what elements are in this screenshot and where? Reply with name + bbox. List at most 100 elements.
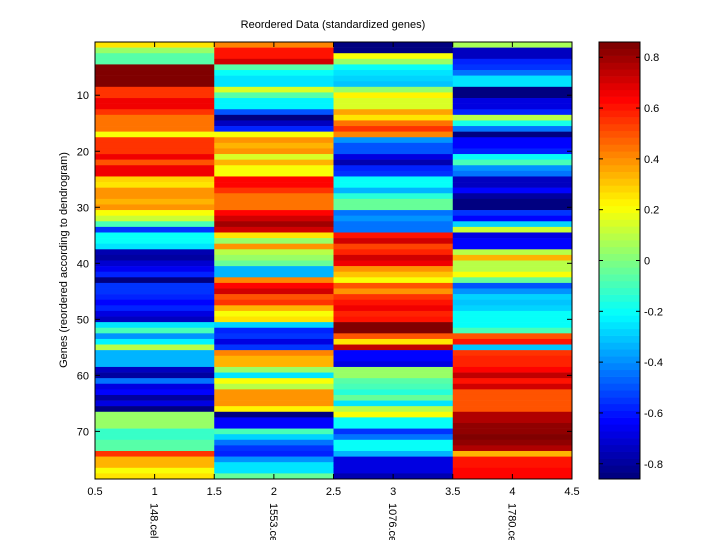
heatmap-cell <box>95 159 215 166</box>
heatmap-cell <box>95 406 215 413</box>
colorbar-swatch <box>599 103 640 111</box>
heatmap-cell <box>95 344 215 351</box>
heatmap-cell <box>452 277 573 284</box>
colorbar-swatch <box>599 431 640 439</box>
heatmap-cell <box>333 58 454 65</box>
heatmap-cell <box>333 467 454 474</box>
x-tick-label: 1 <box>152 486 158 498</box>
column-label: 1553.cel <box>267 503 279 540</box>
heatmap-cell <box>452 338 573 345</box>
heatmap-cell <box>452 86 573 93</box>
heatmap-cell <box>214 350 334 357</box>
heatmap-cell <box>333 400 454 407</box>
heatmap-cell <box>452 462 573 469</box>
heatmap-cell <box>214 327 334 334</box>
colorbar-swatch <box>599 362 640 371</box>
colorbar-swatch <box>599 205 640 214</box>
heatmap-cell <box>452 187 573 194</box>
heatmap-cell <box>452 406 573 413</box>
heatmap-cell <box>452 81 573 88</box>
colorbar-swatch <box>599 417 640 425</box>
colorbar-swatch <box>599 178 640 186</box>
heatmap-cell <box>333 210 454 216</box>
heatmap-cell <box>333 64 454 71</box>
heatmap-cell <box>214 182 334 188</box>
heatmap-cell <box>95 282 215 289</box>
heatmap-cell <box>333 355 454 362</box>
colorbar-swatch <box>599 158 640 166</box>
colorbar-swatch <box>599 117 640 125</box>
heatmap-cell <box>95 47 215 54</box>
heatmap-cell <box>214 210 334 216</box>
colorbar-swatch <box>599 301 640 309</box>
heatmap-cell <box>214 372 334 379</box>
colorbar-swatch <box>599 349 640 357</box>
heatmap-cell <box>452 120 573 127</box>
colorbar-swatch <box>599 137 640 145</box>
heatmap-cell <box>95 215 215 222</box>
colorbar-swatch <box>599 328 640 336</box>
colorbar-swatch <box>599 123 640 132</box>
colorbar-swatch <box>599 390 640 398</box>
heatmap-cell <box>95 58 215 65</box>
heatmap-cell <box>95 126 215 132</box>
heatmap-cell <box>214 187 334 194</box>
heatmap-cell <box>333 204 454 211</box>
heatmap-cell <box>95 176 215 183</box>
heatmap-cell <box>95 422 215 429</box>
heatmap-cell <box>452 310 573 317</box>
heatmap-cell <box>95 294 215 301</box>
heatmap-cell <box>95 238 215 244</box>
heatmap-cell <box>452 226 573 233</box>
heatmap-cell <box>214 338 334 345</box>
heatmap-cell <box>95 439 215 446</box>
colorbar-swatch <box>599 403 640 412</box>
heatmap-cell <box>214 428 334 435</box>
heatmap-cell <box>95 467 215 474</box>
heatmap-cell <box>452 131 573 138</box>
heatmap-cell <box>452 193 573 200</box>
heatmap-cell <box>95 316 215 323</box>
heatmap-cell <box>214 316 334 323</box>
heatmap-cell <box>333 159 454 166</box>
heatmap-cell <box>214 394 334 401</box>
heatmap-cell <box>452 271 573 278</box>
heatmap-cell <box>452 198 573 205</box>
heatmap-cell <box>452 434 573 441</box>
heatmap-cell <box>214 70 334 76</box>
heatmap-cell <box>214 137 334 144</box>
heatmap-cell <box>95 232 215 239</box>
colorbar-tick-label: 0.2 <box>644 205 659 217</box>
heatmap-cell <box>95 81 215 88</box>
heatmap-cell <box>214 75 334 82</box>
heatmap-cell <box>452 282 573 289</box>
heatmap-cell <box>95 142 215 149</box>
colorbar-swatch <box>599 253 640 261</box>
heatmap-cell <box>333 260 454 267</box>
x-tick-label: 3 <box>390 486 396 498</box>
heatmap-cell <box>95 193 215 200</box>
heatmap-cell <box>452 148 573 155</box>
heatmap-cell <box>333 389 454 396</box>
heatmap-cell <box>452 260 573 267</box>
heatmap-cell <box>214 103 334 110</box>
heatmap-cell <box>95 103 215 110</box>
heatmap-cell <box>452 232 573 239</box>
heatmap-cell <box>333 182 454 188</box>
heatmap-cell <box>214 176 334 183</box>
heatmap-cell <box>214 434 334 441</box>
heatmap-cell <box>95 75 215 82</box>
heatmap-cell <box>214 131 334 138</box>
heatmap-cell <box>333 198 454 205</box>
heatmap-cell <box>452 344 573 351</box>
heatmap-cell <box>452 215 573 222</box>
heatmap-cell <box>214 299 334 306</box>
heatmap-cell <box>214 282 334 289</box>
heatmap-cell <box>95 243 215 250</box>
heatmap-cell <box>452 142 573 149</box>
heatmap-cell <box>95 305 215 312</box>
heatmap-cell <box>214 266 334 273</box>
heatmap-cell <box>214 198 334 205</box>
heatmap-cell <box>452 400 573 407</box>
heatmap-cell <box>95 350 215 357</box>
